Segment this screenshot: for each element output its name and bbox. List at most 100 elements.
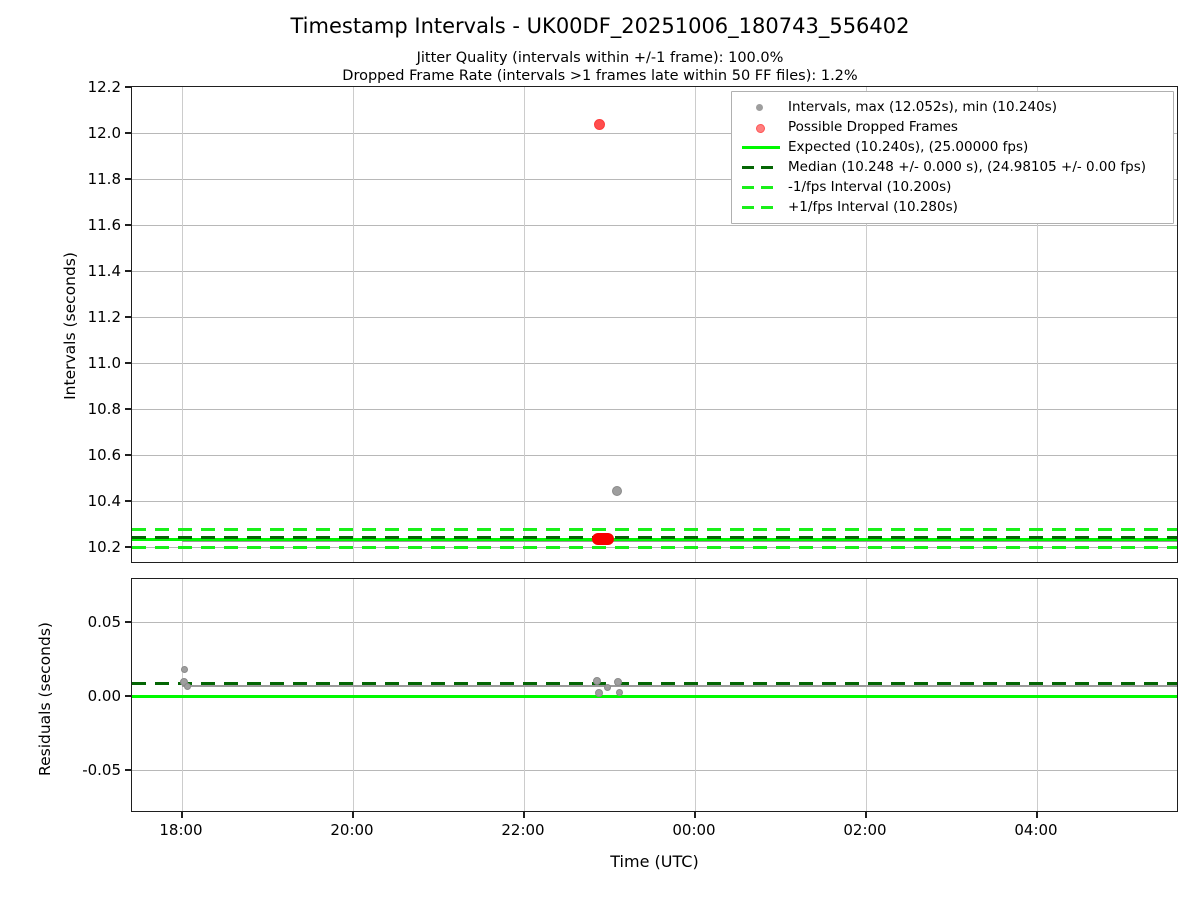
interval-outlier-point — [612, 486, 622, 496]
residuals-ytick--0.05: -0.05 — [82, 761, 121, 779]
intervals-data-band — [182, 539, 1177, 542]
intervals-ytick-12.2: 12.2 — [87, 78, 121, 96]
intervals-ytick-mark — [125, 546, 131, 548]
gridline — [132, 622, 1177, 624]
time-xtick-mark — [1036, 812, 1038, 818]
gridline — [1037, 87, 1039, 562]
intervals-ytick-mark — [125, 408, 131, 410]
gridline — [132, 770, 1177, 772]
legend-label: Intervals, max (12.052s), min (10.240s) — [788, 99, 1057, 115]
legend-item-plus-one-fps[interactable]: +1/fps Interval (10.280s) — [740, 197, 1165, 217]
residual-point — [181, 666, 188, 673]
intervals-ytick-10.4: 10.4 — [87, 492, 121, 510]
marker-gray-icon — [740, 98, 782, 116]
gridline — [132, 363, 1177, 365]
gridline — [132, 179, 1177, 181]
page-title: Timestamp Intervals - UK00DF_20251006_18… — [290, 14, 910, 38]
intervals-ytick-mark — [125, 178, 131, 180]
gridline — [132, 409, 1177, 411]
intervals-ytick-mark — [125, 454, 131, 456]
intervals-ytick-11.0: 11.0 — [87, 354, 121, 372]
intervals-ytick-11.2: 11.2 — [87, 308, 121, 326]
time-xtick-mark — [352, 812, 354, 818]
expected-interval-line — [132, 538, 1177, 541]
intervals-ytick-mark — [125, 132, 131, 134]
line-dash-green-icon — [740, 178, 782, 196]
intervals-ytick-11.8: 11.8 — [87, 170, 121, 188]
residuals-ytick-mark — [125, 769, 131, 771]
median-interval-line — [132, 536, 1177, 540]
intervals-ytick-10.8: 10.8 — [87, 400, 121, 418]
intervals-ytick-11.6: 11.6 — [87, 216, 121, 234]
residuals-data-band — [182, 684, 1177, 687]
residuals-ytick-mark — [125, 621, 131, 623]
time-xtick-0400: 04:00 — [1014, 821, 1058, 839]
line-dash-green-icon — [740, 198, 782, 216]
intervals-ytick-mark — [125, 362, 131, 364]
legend[interactable]: Intervals, max (12.052s), min (10.240s) … — [731, 91, 1174, 224]
residual-point — [614, 678, 622, 686]
residual-point — [184, 683, 191, 690]
legend-item-intervals[interactable]: Intervals, max (12.052s), min (10.240s) — [740, 97, 1165, 117]
gridline — [695, 87, 697, 562]
gridline — [132, 225, 1177, 227]
time-xtick-0000: 00:00 — [672, 821, 716, 839]
gridline — [353, 87, 355, 562]
time-xtick-mark — [181, 812, 183, 818]
residuals-ytick-0.05: 0.05 — [87, 613, 121, 631]
time-xtick-mark — [694, 812, 696, 818]
time-xtick-2000: 20:00 — [330, 821, 374, 839]
time-xtick-mark — [865, 812, 867, 818]
gridline — [866, 87, 868, 562]
intervals-ytick-mark — [125, 224, 131, 226]
legend-label: Expected (10.240s), (25.00000 fps) — [788, 139, 1029, 155]
marker-red-icon — [740, 118, 782, 136]
legend-item-expected[interactable]: Expected (10.240s), (25.00000 fps) — [740, 137, 1165, 157]
gridline — [524, 87, 526, 562]
gridline — [132, 133, 1177, 135]
plus-one-fps-interval-line — [132, 528, 1177, 532]
residual-point — [616, 689, 623, 696]
time-x-axis-label: Time (UTC) — [610, 852, 699, 871]
residuals-expected-line — [132, 695, 1177, 698]
legend-label: -1/fps Interval (10.200s) — [788, 179, 952, 195]
intervals-ytick-11.4: 11.4 — [87, 262, 121, 280]
residuals-ytick-0.00: 0.00 — [87, 687, 121, 705]
dropped-frame-rate-subtitle: Dropped Frame Rate (intervals >1 frames … — [342, 68, 858, 84]
intervals-ytick-mark — [125, 270, 131, 272]
gridline — [132, 271, 1177, 273]
minus-one-fps-interval-line — [132, 546, 1177, 550]
gridline — [132, 455, 1177, 457]
time-xtick-mark — [523, 812, 525, 818]
legend-item-minus-one-fps[interactable]: -1/fps Interval (10.200s) — [740, 177, 1165, 197]
legend-label: Possible Dropped Frames — [788, 119, 958, 135]
residual-point — [595, 689, 603, 697]
gridline — [132, 501, 1177, 503]
intervals-ytick-mark — [125, 500, 131, 502]
intervals-plot-area[interactable] — [131, 86, 1178, 563]
intervals-ytick-mark — [125, 86, 131, 88]
legend-item-median[interactable]: Median (10.248 +/- 0.000 s), (24.98105 +… — [740, 157, 1165, 177]
gridline — [132, 317, 1177, 319]
dropped-frame-outlier-point — [594, 119, 605, 130]
gridline — [182, 87, 184, 562]
residuals-plot-area[interactable] — [131, 578, 1178, 812]
legend-label: Median (10.248 +/- 0.000 s), (24.98105 +… — [788, 159, 1147, 175]
legend-item-dropped-frames[interactable]: Possible Dropped Frames — [740, 117, 1165, 137]
time-xtick-2200: 22:00 — [501, 821, 545, 839]
intervals-ytick-12.0: 12.0 — [87, 124, 121, 142]
residual-point — [604, 684, 611, 691]
residuals-ytick-mark — [125, 695, 131, 697]
residual-point — [593, 677, 601, 685]
residuals-median-line — [132, 682, 1177, 686]
time-xtick-0200: 02:00 — [843, 821, 887, 839]
line-solid-green-icon — [740, 138, 782, 156]
jitter-quality-subtitle: Jitter Quality (intervals within +/-1 fr… — [416, 50, 784, 66]
dropped-frame-cluster — [592, 533, 614, 545]
line-dash-darkgreen-icon — [740, 158, 782, 176]
intervals-ytick-10.6: 10.6 — [87, 446, 121, 464]
intervals-ytick-mark — [125, 316, 131, 318]
time-xtick-1800: 18:00 — [159, 821, 203, 839]
legend-label: +1/fps Interval (10.280s) — [788, 199, 958, 215]
